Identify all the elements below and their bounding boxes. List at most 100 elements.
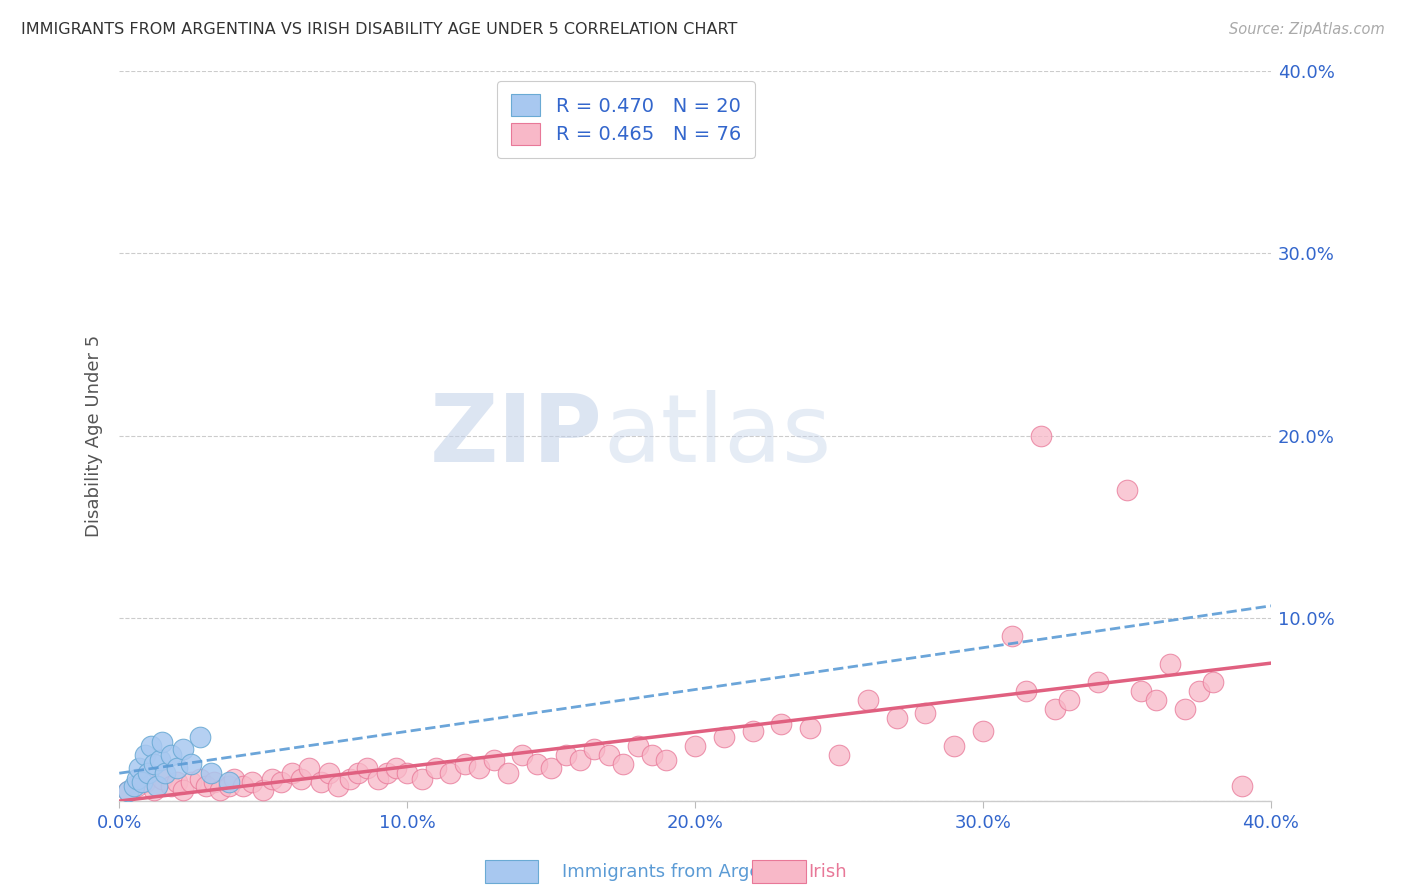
Point	[145, 779, 167, 793]
Point	[136, 766, 159, 780]
Text: Immigrants from Argentina: Immigrants from Argentina	[562, 863, 807, 881]
Point	[172, 742, 194, 756]
Text: ZIP: ZIP	[430, 390, 603, 482]
Point	[125, 779, 148, 793]
Point	[468, 761, 491, 775]
Point	[683, 739, 706, 753]
Point	[125, 772, 148, 786]
Point	[298, 761, 321, 775]
Point	[356, 761, 378, 775]
Text: Irish: Irish	[808, 863, 846, 881]
Point	[318, 766, 340, 780]
Point	[626, 739, 648, 753]
Point	[828, 747, 851, 762]
Point	[160, 747, 183, 762]
Point	[799, 721, 821, 735]
Point	[134, 747, 156, 762]
Point	[540, 761, 562, 775]
Y-axis label: Disability Age Under 5: Disability Age Under 5	[86, 334, 103, 537]
Point	[117, 784, 139, 798]
Point	[188, 730, 211, 744]
Point	[375, 766, 398, 780]
Point	[886, 711, 908, 725]
Point	[598, 747, 620, 762]
Point	[384, 761, 406, 775]
Point	[309, 775, 332, 789]
Point	[568, 753, 591, 767]
Point	[1059, 693, 1081, 707]
Point	[224, 772, 246, 786]
Point	[160, 779, 183, 793]
Point	[1001, 629, 1024, 643]
Point	[713, 730, 735, 744]
Point	[367, 772, 389, 786]
Point	[347, 766, 370, 780]
Point	[142, 782, 165, 797]
Point	[1174, 702, 1197, 716]
Point	[152, 772, 174, 786]
Point	[194, 779, 217, 793]
Point	[188, 772, 211, 786]
Point	[166, 775, 188, 789]
Point	[131, 775, 153, 789]
Point	[166, 761, 188, 775]
Point	[1188, 684, 1211, 698]
Point	[1159, 657, 1181, 671]
Point	[270, 775, 292, 789]
Point	[148, 753, 170, 767]
Point	[152, 735, 174, 749]
Point	[180, 775, 202, 789]
Point	[139, 739, 162, 753]
Point	[439, 766, 461, 780]
Point	[1116, 483, 1139, 498]
Point	[396, 766, 419, 780]
Point	[482, 753, 505, 767]
Point	[972, 724, 994, 739]
Point	[202, 775, 225, 789]
Point	[526, 757, 548, 772]
Point	[770, 717, 793, 731]
Point	[209, 782, 232, 797]
Point	[232, 779, 254, 793]
Point	[1029, 429, 1052, 443]
Point	[252, 782, 274, 797]
Point	[612, 757, 634, 772]
Point	[496, 766, 519, 780]
Point	[914, 706, 936, 720]
Point	[512, 747, 534, 762]
Point	[655, 753, 678, 767]
Point	[142, 757, 165, 772]
Point	[1087, 675, 1109, 690]
Point	[122, 779, 145, 793]
Point	[856, 693, 879, 707]
Point	[117, 784, 139, 798]
Point	[1202, 675, 1225, 690]
Point	[1043, 702, 1066, 716]
Point	[641, 747, 664, 762]
Point	[425, 761, 447, 775]
Point	[583, 742, 606, 756]
Point	[200, 766, 222, 780]
Point	[741, 724, 763, 739]
Point	[128, 761, 150, 775]
Point	[134, 775, 156, 789]
Point	[454, 757, 477, 772]
Point	[218, 779, 240, 793]
Point	[290, 772, 312, 786]
Text: IMMIGRANTS FROM ARGENTINA VS IRISH DISABILITY AGE UNDER 5 CORRELATION CHART: IMMIGRANTS FROM ARGENTINA VS IRISH DISAB…	[21, 22, 738, 37]
Point	[1130, 684, 1153, 698]
Point	[218, 775, 240, 789]
Point	[943, 739, 966, 753]
Legend: R = 0.470   N = 20, R = 0.465   N = 76: R = 0.470 N = 20, R = 0.465 N = 76	[498, 81, 755, 158]
Point	[180, 757, 202, 772]
Point	[281, 766, 304, 780]
Point	[411, 772, 433, 786]
Point	[1144, 693, 1167, 707]
Text: Source: ZipAtlas.com: Source: ZipAtlas.com	[1229, 22, 1385, 37]
Text: atlas: atlas	[603, 390, 831, 482]
Point	[240, 775, 263, 789]
Point	[260, 772, 283, 786]
Point	[1015, 684, 1038, 698]
Point	[172, 782, 194, 797]
Point	[326, 779, 349, 793]
